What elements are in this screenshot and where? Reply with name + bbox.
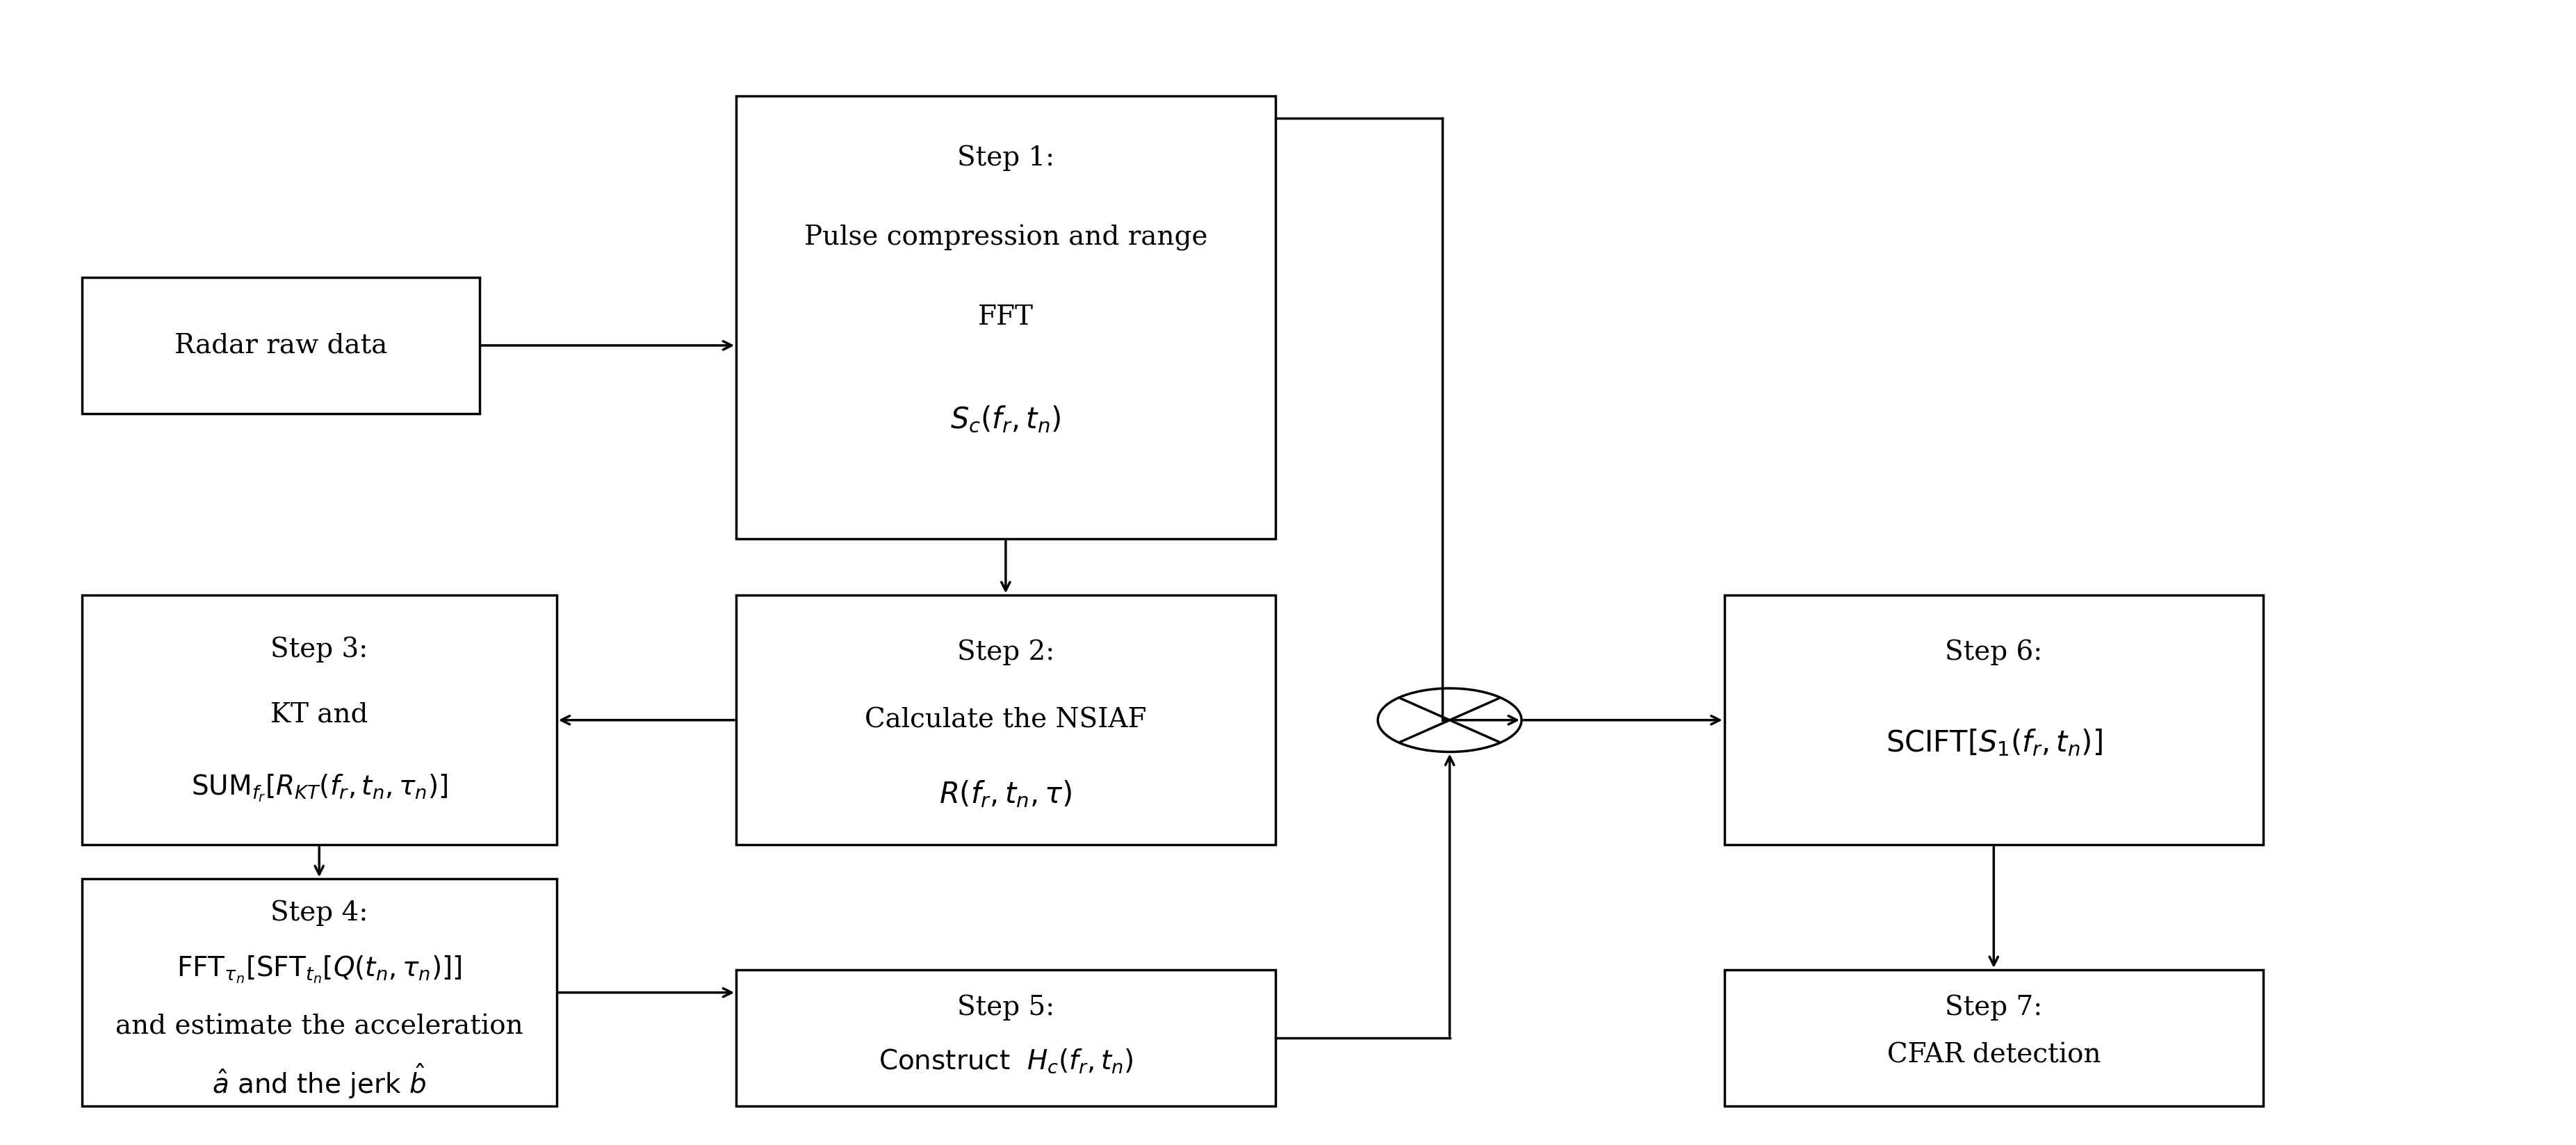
Text: FFT: FFT bbox=[979, 305, 1033, 330]
Text: CFAR detection: CFAR detection bbox=[1886, 1042, 2099, 1068]
FancyBboxPatch shape bbox=[737, 970, 1275, 1106]
Text: $\mathrm{SCIFT}[S_1(f_r,t_n)]$: $\mathrm{SCIFT}[S_1(f_r,t_n)]$ bbox=[1886, 727, 2102, 758]
Text: $\hat{a}$ and the jerk $\hat{b}$: $\hat{a}$ and the jerk $\hat{b}$ bbox=[211, 1061, 425, 1100]
FancyBboxPatch shape bbox=[82, 595, 556, 845]
Text: Step 4:: Step 4: bbox=[270, 900, 368, 926]
Text: Step 5:: Step 5: bbox=[956, 994, 1054, 1020]
Text: and estimate the acceleration: and estimate the acceleration bbox=[116, 1013, 523, 1040]
Text: Step 3:: Step 3: bbox=[270, 637, 368, 663]
FancyBboxPatch shape bbox=[82, 879, 556, 1106]
Text: Step 2:: Step 2: bbox=[956, 639, 1054, 665]
Text: KT and: KT and bbox=[270, 702, 368, 727]
FancyBboxPatch shape bbox=[1723, 970, 2264, 1106]
FancyBboxPatch shape bbox=[1723, 595, 2264, 845]
Text: Pulse compression and range: Pulse compression and range bbox=[804, 224, 1208, 251]
Text: Step 6:: Step 6: bbox=[1945, 639, 2043, 665]
FancyBboxPatch shape bbox=[737, 96, 1275, 538]
Text: $R(f_r,t_n,\tau)$: $R(f_r,t_n,\tau)$ bbox=[940, 779, 1072, 810]
FancyBboxPatch shape bbox=[82, 277, 479, 413]
Text: Construct  $H_c(f_r,t_n)$: Construct $H_c(f_r,t_n)$ bbox=[878, 1047, 1133, 1074]
Text: $\mathrm{FFT}_{\tau_n}[\mathrm{SFT}_{t_n}[Q(t_n,\tau_n)]]$: $\mathrm{FFT}_{\tau_n}[\mathrm{SFT}_{t_n… bbox=[178, 954, 461, 986]
Text: $\mathrm{SUM}_{f_r}[R_{KT}(f_r,t_n,\tau_n)]$: $\mathrm{SUM}_{f_r}[R_{KT}(f_r,t_n,\tau_… bbox=[191, 773, 448, 804]
Text: Radar raw data: Radar raw data bbox=[175, 332, 386, 358]
Text: $S_c(f_r,t_n)$: $S_c(f_r,t_n)$ bbox=[951, 404, 1061, 434]
Text: Step 1:: Step 1: bbox=[958, 145, 1054, 171]
Text: Calculate the NSIAF: Calculate the NSIAF bbox=[866, 708, 1146, 733]
FancyBboxPatch shape bbox=[737, 595, 1275, 845]
Text: Step 7:: Step 7: bbox=[1945, 994, 2043, 1020]
